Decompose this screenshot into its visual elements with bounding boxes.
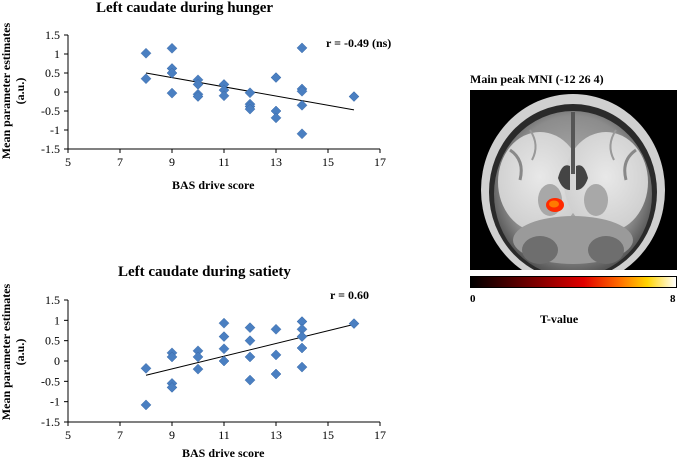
chart-title-hunger: Left caudate during hunger	[96, 0, 274, 16]
y-tick-label: 0	[54, 354, 60, 368]
data-point	[244, 351, 256, 363]
x-tick-label: 15	[322, 428, 334, 442]
data-point	[140, 399, 152, 411]
y-tick-label: 1.5	[45, 28, 60, 42]
r-annotation-satiety: r = 0.60	[330, 288, 369, 302]
y-tick-label: -1.5	[41, 142, 60, 156]
y-tick-label: 1	[54, 47, 60, 61]
y-tick-label: 1	[54, 313, 60, 327]
x-tick-label: 13	[270, 428, 282, 442]
data-point	[140, 362, 152, 374]
data-point	[192, 91, 204, 102]
colorbar	[470, 276, 677, 288]
data-point	[192, 363, 204, 375]
data-point	[244, 87, 256, 99]
data-point	[166, 67, 178, 79]
colorbar-label: T-value	[540, 312, 579, 326]
y-tick-label: -1	[50, 123, 60, 137]
data-point	[166, 382, 178, 393]
data-point	[218, 317, 230, 329]
data-point	[296, 361, 308, 373]
data-point	[296, 342, 308, 354]
data-point	[348, 91, 360, 102]
trend-line	[145, 323, 355, 376]
data-point	[218, 90, 230, 102]
x-tick-label: 5	[65, 428, 71, 442]
data-point	[348, 318, 360, 329]
data-point	[244, 335, 256, 347]
data-point	[244, 103, 256, 115]
data-point	[296, 99, 308, 111]
x-tick-label: 9	[169, 155, 175, 169]
data-point	[166, 87, 178, 99]
data-point	[270, 349, 282, 361]
x-tick-label: 11	[218, 428, 230, 442]
brain-title: Main peak MNI (-12 26 4)	[470, 72, 604, 86]
data-point	[140, 47, 152, 59]
x-tick-label: 13	[270, 155, 282, 169]
data-point	[166, 351, 178, 363]
x-tick-label: 17	[374, 155, 386, 169]
x-tick-label: 11	[218, 155, 230, 169]
y-tick-label: -0.5	[41, 374, 60, 388]
data-point	[296, 42, 308, 54]
coronal-brain-slice	[470, 90, 677, 270]
data-point	[270, 323, 282, 335]
data-point	[244, 374, 256, 386]
y-tick-label: -0.5	[41, 104, 60, 118]
data-point	[270, 112, 282, 124]
data-point	[218, 355, 230, 367]
data-point	[296, 85, 308, 97]
colorbar-min-label: 0	[470, 293, 476, 305]
colorbar-max-label: 8	[670, 293, 676, 305]
r-annotation-hunger: r = -0.49 (ns)	[326, 36, 392, 50]
data-point	[218, 331, 230, 342]
brain-image	[470, 90, 677, 270]
y-tick-label: 0	[54, 85, 60, 99]
data-point	[192, 351, 204, 363]
y-tick-label: 0.5	[45, 66, 60, 80]
x-tick-label: 9	[169, 428, 175, 442]
y-tick-label: -1.5	[41, 415, 60, 429]
data-point	[166, 42, 178, 54]
y-tick-label: -1	[50, 395, 60, 409]
scatter-chart-hunger: 1.5 1 0.5 0 -0.5 -1 -1.5 5 7 9 11 13 15 17	[41, 28, 386, 169]
x-tick-label: 5	[65, 155, 71, 169]
data-point	[296, 128, 308, 140]
x-tick-label: 7	[117, 428, 123, 442]
x-axis-label-satiety: BAS drive score	[182, 446, 265, 460]
data-point	[218, 343, 230, 355]
data-point	[244, 322, 256, 334]
x-axis-label-hunger: BAS drive score	[172, 178, 255, 192]
data-point	[140, 73, 152, 85]
scatter-chart-satiety: 1.5 1 0.5 0 -0.5 -1 -1.5 5 7 9 11 13 15 17	[41, 293, 386, 442]
y-tick-label: 0.5	[45, 334, 60, 348]
x-tick-label: 17	[374, 428, 386, 442]
data-point	[296, 331, 308, 342]
x-tick-label: 7	[117, 155, 123, 169]
y-tick-label: 1.5	[45, 293, 60, 307]
data-point	[270, 368, 282, 380]
chart-title-satiety: Left caudate during satiety	[118, 264, 291, 280]
x-tick-label: 15	[322, 155, 334, 169]
data-point	[270, 72, 282, 83]
